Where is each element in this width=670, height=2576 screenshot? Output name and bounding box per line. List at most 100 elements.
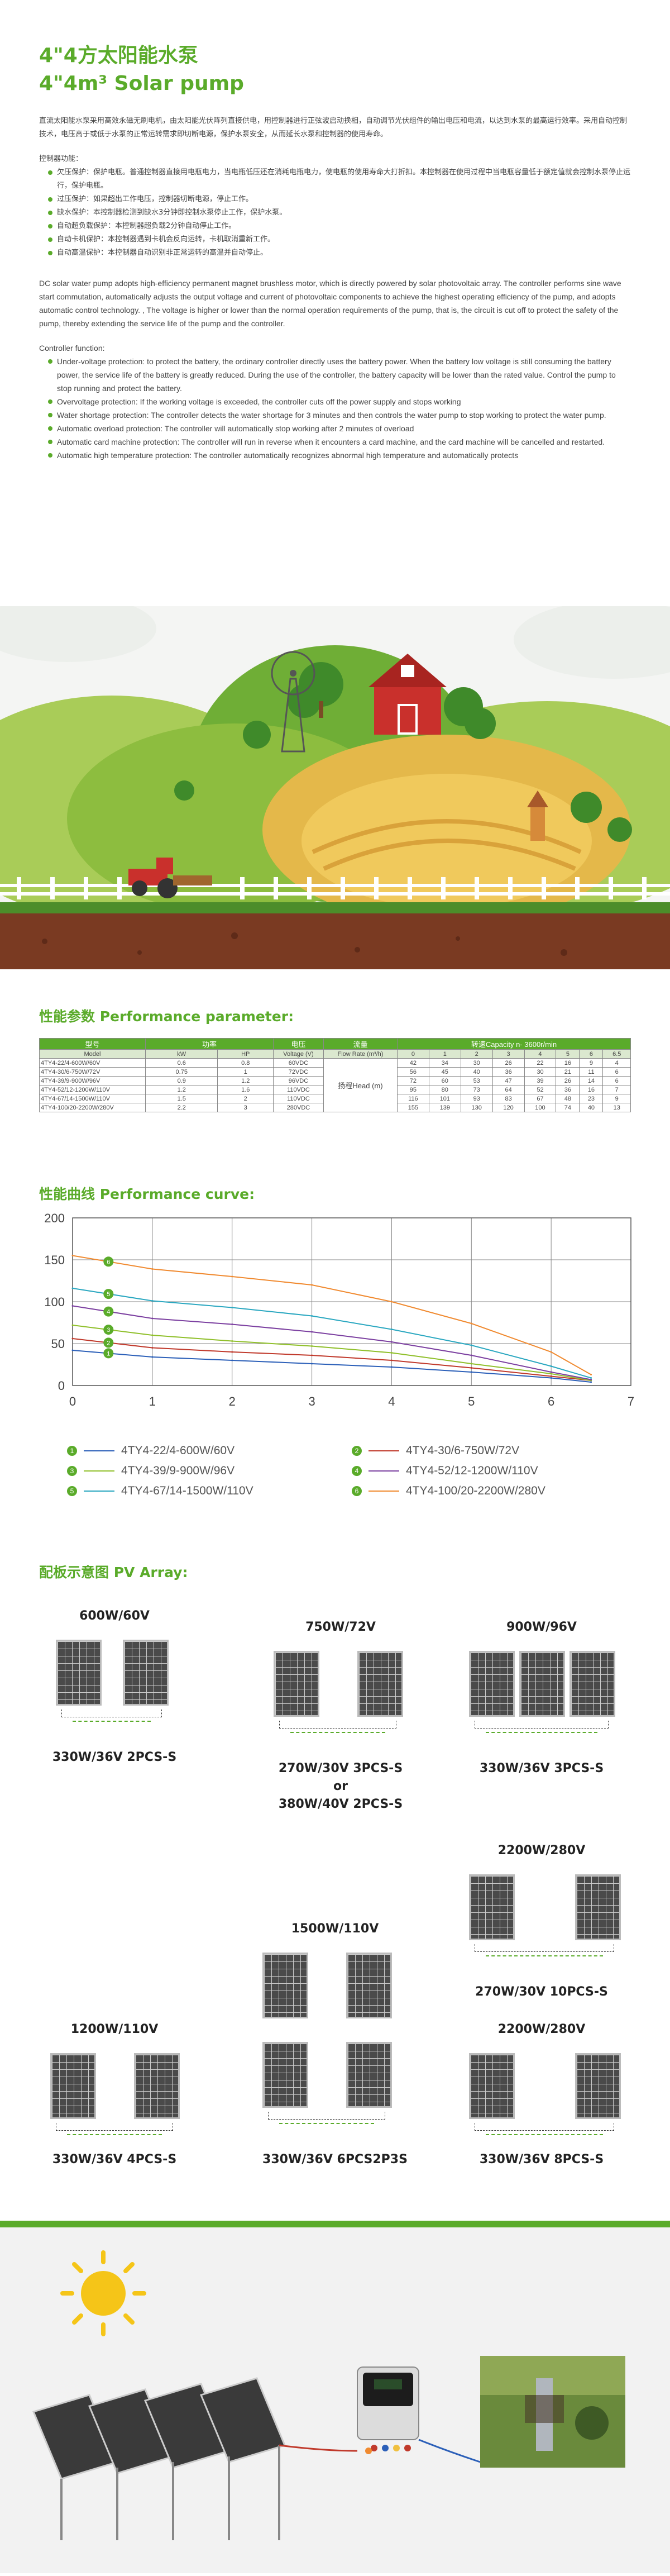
pv-group-config: 330W/36V 2PCS-S	[39, 1749, 190, 1766]
list-item: Automatic card machine protection: The c…	[39, 435, 631, 449]
cell-head-value: 36	[556, 1085, 580, 1094]
sub-kw: kW	[145, 1049, 218, 1059]
header-power: 功率	[145, 1038, 274, 1050]
y-tick-label: 200	[44, 1212, 65, 1225]
pv-group-power: 600W/60V	[79, 1609, 150, 1623]
system-illustration	[0, 2227, 670, 2573]
data-point	[71, 1287, 74, 1289]
legend-label: 4TY4-39/9-900W/96V	[121, 1464, 235, 1477]
data-point	[590, 1377, 592, 1379]
title-en: 4"4m³ Solar pump	[39, 72, 244, 95]
wiring-line	[486, 2134, 603, 2135]
solar-panel-icon	[346, 2042, 392, 2108]
data-point	[550, 1351, 552, 1353]
list-item: Under-voltage protection: to protect the…	[39, 355, 631, 395]
data-point	[71, 1349, 74, 1351]
product-description: 直流太阳能水泵采用高效永磁无刷电机，由太阳能光伏阵列直接供电，用控制器进行正弦波…	[39, 115, 631, 462]
product-header: 4"4方太阳能水泵 4"4m³ Solar pump	[39, 42, 244, 98]
data-point	[590, 1381, 592, 1383]
pump-photo	[480, 2356, 625, 2468]
data-point	[390, 1366, 393, 1368]
series-marker-5	[103, 1289, 114, 1299]
table-row: 4TY4-39/9-900W/96V 0.9 1.2 96VDC 72 60 53 47 39 2…	[39, 1076, 631, 1085]
cell-model: 4TY4-22/4-600W/60V	[39, 1058, 146, 1068]
legend-swatch	[84, 1450, 114, 1451]
legend-item: 3 4TY4-39/9-900W/96V	[67, 1464, 234, 1478]
legend-number: 4	[352, 1466, 362, 1476]
title-cn: 4"4方太阳能水泵	[39, 44, 198, 67]
pv-config-line: 270W/30V 3PCS-S	[278, 1761, 403, 1775]
data-point	[231, 1359, 233, 1361]
cell-head-value: 67	[524, 1094, 557, 1103]
x-tick-label: 2	[229, 1394, 236, 1408]
intro-cn-heading: 控制器功能：	[39, 155, 83, 163]
wiring-line	[67, 2134, 162, 2135]
list-item: Automatic high temperature protection: T…	[39, 449, 631, 462]
legend-item: 4 4TY4-52/12-1200W/110V	[352, 1464, 538, 1478]
wiring-line	[475, 1944, 614, 1952]
cell-head-value: 40	[460, 1067, 493, 1077]
cell-hp: 1.6	[217, 1085, 274, 1094]
data-point	[470, 1371, 472, 1373]
solar-panel-icon	[469, 2053, 515, 2119]
cell-head-value: 36	[492, 1067, 525, 1077]
sub-flow-value: 4	[524, 1049, 557, 1059]
curve-title: 性能曲线 Performance curve:	[39, 1186, 255, 1202]
sub-flow: Flow Rate (m³/h)	[323, 1049, 398, 1059]
data-point	[231, 1275, 233, 1278]
cell-head-value: 34	[428, 1058, 461, 1068]
cell-head-value: 73	[460, 1085, 493, 1094]
cell-head-label: 扬程Head (m)	[323, 1058, 398, 1112]
sub-voltage: Voltage (V)	[272, 1049, 324, 1059]
y-tick-label: 0	[58, 1379, 65, 1393]
cell-head-value: 116	[396, 1094, 429, 1103]
cell-head-value: 74	[556, 1103, 580, 1112]
farm-illustration	[0, 606, 670, 969]
solar-panel-icon	[575, 2053, 621, 2119]
legend-item: 5 4TY4-67/14-1500W/110V	[67, 1484, 253, 1498]
cell-head-value: 11	[579, 1067, 604, 1077]
legend-label: 4TY4-52/12-1200W/110V	[406, 1464, 538, 1477]
cell-hp: 2	[217, 1094, 274, 1103]
data-point	[151, 1300, 154, 1302]
cell-head-value: 101	[428, 1094, 461, 1103]
legend-swatch	[84, 1491, 114, 1492]
cell-head-value: 47	[492, 1076, 525, 1085]
cell-head-value: 26	[492, 1058, 525, 1068]
pv-group-power: 2200W/280V	[497, 2022, 586, 2036]
list-item: 自动卡机保护：本控制器遇到卡机会反向运转，卡机取消重新工作。	[39, 233, 631, 246]
cell-head-value: 48	[556, 1094, 580, 1103]
data-point	[151, 1347, 154, 1349]
cell-head-value: 21	[556, 1067, 580, 1077]
series-marker-label: 1	[107, 1350, 110, 1357]
cell-head-value: 26	[556, 1076, 580, 1085]
cell-head-value: 93	[460, 1094, 493, 1103]
list-item: 缺水保护：本控制器检测到缺水3分钟即控制水泵停止工作，保护水泵。	[39, 206, 631, 220]
cell-hp: 1	[217, 1067, 274, 1077]
cell-head-value: 39	[524, 1076, 557, 1085]
legend-label: 4TY4-100/20-2200W/280V	[406, 1484, 545, 1497]
legend-swatch	[84, 1470, 114, 1472]
table-subheader-row: Model kW HP Voltage (V) Flow Rate (m³/h)…	[39, 1049, 631, 1059]
pv-title: 配板示意图 PV Array:	[39, 1564, 188, 1580]
solar-panel-icon	[519, 1651, 565, 1717]
cell-head-value: 64	[492, 1085, 525, 1094]
cell-head-value: 56	[396, 1067, 429, 1077]
solar-panel-icon	[575, 1874, 621, 1940]
intro-en-heading: Controller function:	[39, 344, 105, 353]
series-marker-label: 5	[107, 1291, 110, 1298]
performance-title: 性能参数 Performance parameter:	[39, 1008, 294, 1025]
series-line-6	[72, 1255, 592, 1375]
sub-flow-value: 1	[428, 1049, 461, 1059]
solar-panel-icon	[50, 2053, 96, 2119]
solar-panel-icon	[357, 1651, 403, 1717]
data-point	[550, 1371, 552, 1373]
data-point	[151, 1334, 154, 1336]
series-line-5	[72, 1288, 591, 1379]
cell-head-value: 42	[396, 1058, 429, 1068]
data-point	[390, 1352, 393, 1354]
cell-head-value: 72	[396, 1076, 429, 1085]
y-tick-label: 150	[44, 1253, 65, 1267]
wiring-line	[279, 1721, 396, 1729]
sun-icon	[60, 2250, 146, 2336]
